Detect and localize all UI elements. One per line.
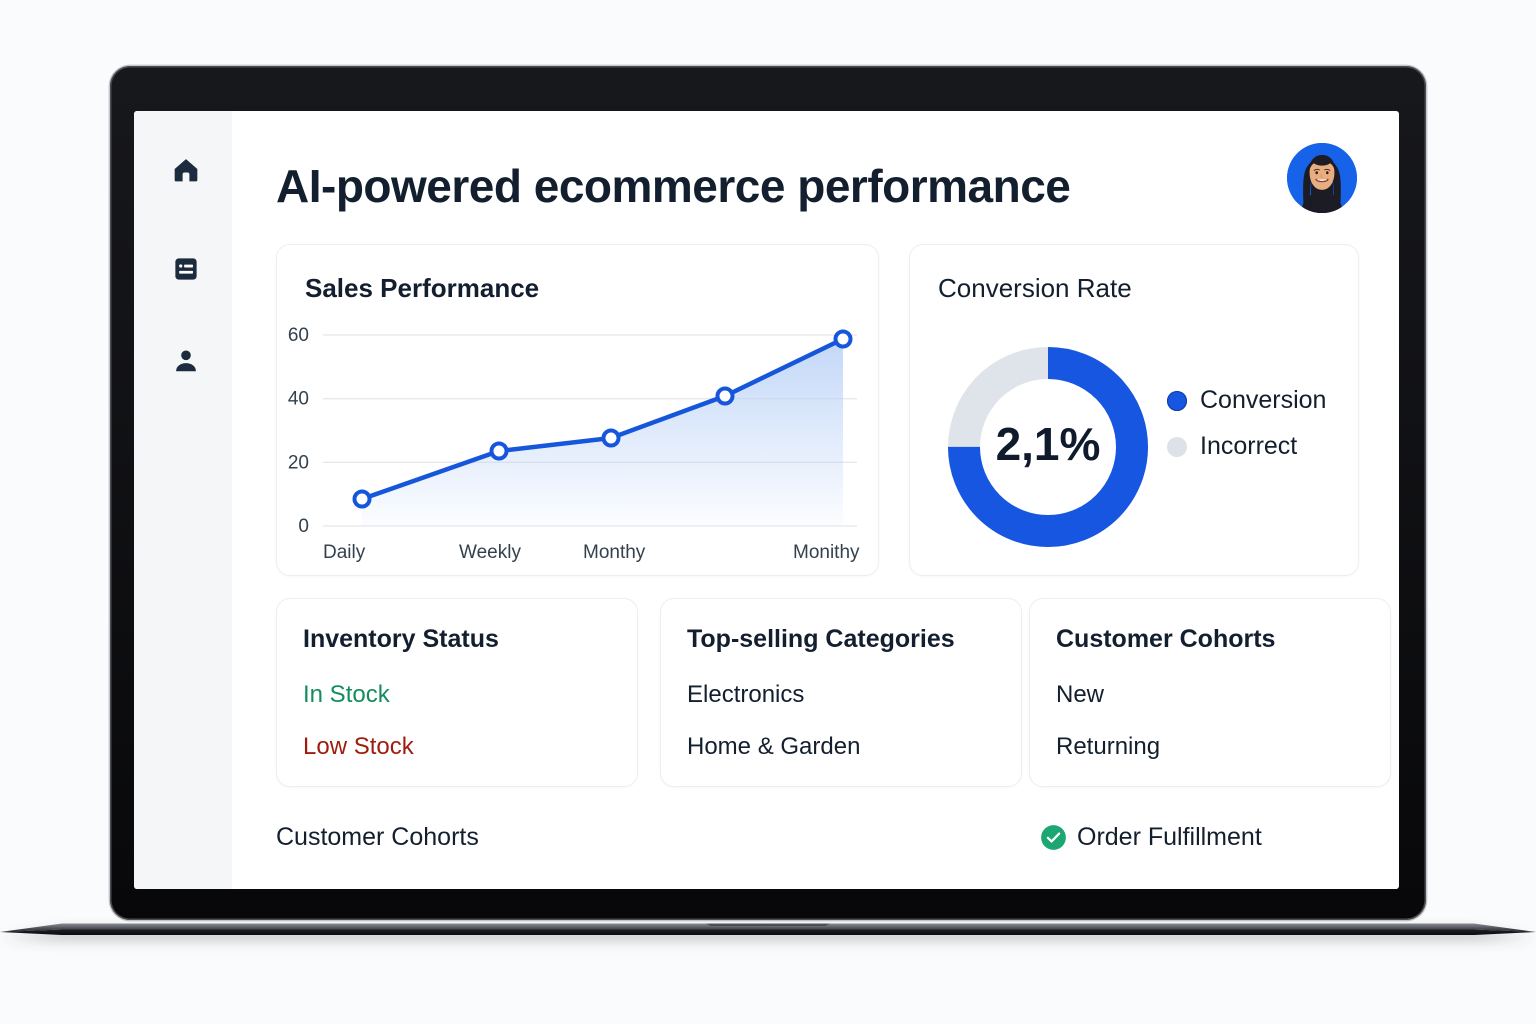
svg-text:0: 0 (298, 516, 309, 537)
svg-text:Monithy: Monithy (793, 542, 860, 563)
svg-text:Monthy: Monthy (583, 542, 646, 563)
svg-text:60: 60 (288, 325, 309, 346)
svg-text:40: 40 (288, 389, 309, 410)
svg-text:20: 20 (288, 452, 309, 473)
svg-text:Weekly: Weekly (459, 542, 521, 563)
svg-text:2,1%: 2,1% (996, 418, 1101, 470)
svg-text:Daily: Daily (323, 542, 366, 563)
